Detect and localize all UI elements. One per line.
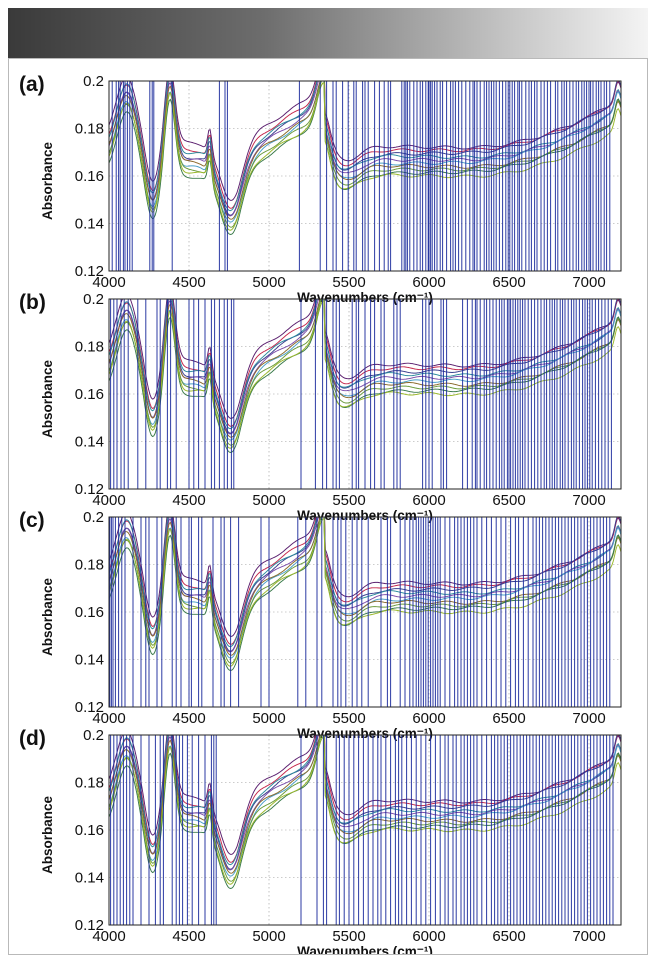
x-axis-title: Wavenumbers (cm⁻¹) bbox=[297, 290, 433, 305]
x-tick-label: 5500 bbox=[332, 274, 365, 291]
plot-frame bbox=[108, 298, 622, 490]
y-axis-title: Absorbance bbox=[40, 142, 55, 221]
y-tick-label: 0.18 bbox=[75, 121, 104, 138]
x-tick-label: 6500 bbox=[492, 492, 525, 509]
y-tick-label: 0.12 bbox=[75, 917, 104, 934]
x-tick-label: 5000 bbox=[252, 928, 285, 945]
panel-label: (b) bbox=[19, 291, 46, 314]
x-tick-label: 5500 bbox=[332, 492, 365, 509]
y-axis-title: Absorbance bbox=[40, 360, 55, 439]
spectra-panel-2: 4000 4500 5000 5500 6000 6500 7000 0.12 0.14 0.16… bbox=[19, 509, 622, 741]
spectra-panel-1: 4000 4500 5000 5500 6000 6500 7000 0.12 0.14 0.16… bbox=[19, 291, 622, 523]
spectrum-series-8 bbox=[109, 736, 621, 889]
x-tick-label: 4500 bbox=[172, 710, 205, 727]
y-tick-label: 0.18 bbox=[75, 775, 104, 792]
x-tick-label: 6000 bbox=[412, 274, 445, 291]
x-tick-label: 7000 bbox=[572, 710, 605, 727]
x-tick-label: 5500 bbox=[332, 710, 365, 727]
spectrum-series-8 bbox=[109, 518, 621, 671]
x-tick-label: 7000 bbox=[572, 274, 605, 291]
x-tick-label: 6500 bbox=[492, 274, 525, 291]
y-tick-label: 0.12 bbox=[75, 481, 104, 498]
x-axis-title: Wavenumbers (cm⁻¹) bbox=[297, 944, 433, 954]
y-tick-label: 0.2 bbox=[83, 727, 104, 744]
x-tick-label: 6000 bbox=[412, 492, 445, 509]
y-axis-title: Absorbance bbox=[40, 796, 55, 875]
panel-label: (d) bbox=[19, 727, 46, 750]
header-gradient-bar bbox=[8, 8, 648, 58]
x-tick-label: 6500 bbox=[492, 710, 525, 727]
panel-label: (c) bbox=[19, 509, 45, 532]
y-tick-label: 0.18 bbox=[75, 557, 104, 574]
x-tick-label: 4000 bbox=[92, 710, 125, 727]
spectra-figure: 4000 4500 5000 5500 6000 6500 7000 0.12 0.14 0.16… bbox=[19, 73, 622, 954]
x-tick-label: 5000 bbox=[252, 274, 285, 291]
spectrum-series-4 bbox=[109, 735, 621, 871]
y-tick-label: 0.2 bbox=[83, 291, 104, 308]
spectrum-series-4 bbox=[109, 517, 621, 653]
x-tick-label: 6000 bbox=[412, 928, 445, 945]
spectrum-series-0 bbox=[109, 735, 621, 855]
y-tick-label: 0.16 bbox=[75, 168, 104, 185]
y-tick-label: 0.14 bbox=[75, 652, 104, 669]
y-tick-label: 0.14 bbox=[75, 434, 104, 451]
x-tick-label: 4500 bbox=[172, 274, 205, 291]
y-tick-label: 0.16 bbox=[75, 604, 104, 621]
figure-frame: 4000 4500 5000 5500 6000 6500 7000 0.12 0.14 0.16… bbox=[8, 58, 648, 955]
y-tick-label: 0.12 bbox=[75, 263, 104, 280]
spectrum-series-6 bbox=[109, 735, 621, 874]
x-tick-label: 6500 bbox=[492, 928, 525, 945]
x-tick-label: 5500 bbox=[332, 928, 365, 945]
y-tick-label: 0.12 bbox=[75, 699, 104, 716]
spectrum-series-3 bbox=[109, 517, 621, 648]
spectra-panel-0: 4000 4500 5000 5500 6000 6500 7000 0.12 0.14 0.16… bbox=[19, 73, 622, 305]
y-tick-label: 0.2 bbox=[83, 73, 104, 90]
plot-frame bbox=[108, 734, 622, 926]
y-tick-label: 0.16 bbox=[75, 386, 104, 403]
plot-frame bbox=[108, 516, 622, 708]
x-tick-label: 6000 bbox=[412, 710, 445, 727]
x-axis-title: Wavenumbers (cm⁻¹) bbox=[297, 508, 433, 523]
spectrum-series-9 bbox=[109, 736, 621, 885]
spectrum-series-3 bbox=[109, 735, 621, 866]
y-tick-label: 0.14 bbox=[75, 870, 104, 887]
spectra-panel-3: 4000 4500 5000 5500 6000 6500 7000 0.12 0.14 0.16… bbox=[19, 727, 622, 954]
x-tick-label: 4500 bbox=[172, 492, 205, 509]
y-tick-label: 0.14 bbox=[75, 216, 104, 233]
x-tick-label: 4500 bbox=[172, 928, 205, 945]
spectrum-series-6 bbox=[109, 517, 621, 656]
spectrum-series-9 bbox=[109, 518, 621, 667]
y-tick-label: 0.2 bbox=[83, 509, 104, 526]
x-tick-label: 4000 bbox=[92, 928, 125, 945]
x-tick-label: 7000 bbox=[572, 928, 605, 945]
x-tick-label: 5000 bbox=[252, 492, 285, 509]
panel-label: (a) bbox=[19, 73, 45, 96]
x-tick-label: 4000 bbox=[92, 492, 125, 509]
y-tick-label: 0.16 bbox=[75, 822, 104, 839]
y-tick-label: 0.18 bbox=[75, 339, 104, 356]
x-tick-label: 4000 bbox=[92, 274, 125, 291]
spectrum-series-0 bbox=[109, 517, 621, 637]
plot-frame bbox=[108, 80, 622, 272]
x-tick-label: 7000 bbox=[572, 492, 605, 509]
x-tick-label: 5000 bbox=[252, 710, 285, 727]
y-axis-title: Absorbance bbox=[40, 578, 55, 657]
